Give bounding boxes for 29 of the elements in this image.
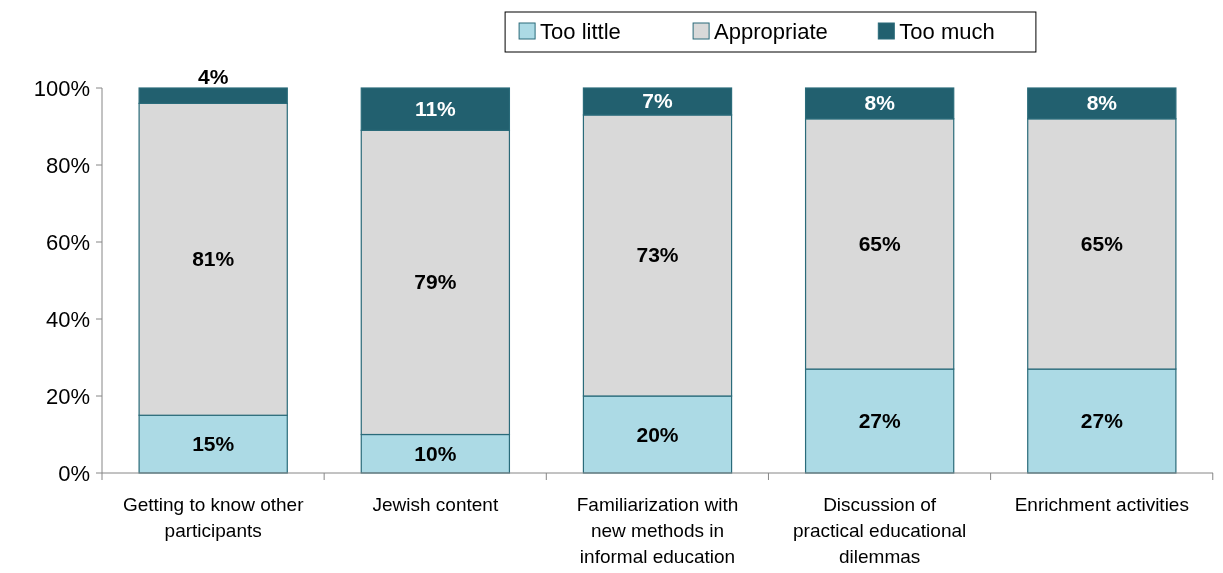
data-label: 27% bbox=[1080, 409, 1124, 433]
data-label: 73% bbox=[636, 243, 679, 267]
y-tick-label: 20% bbox=[45, 384, 90, 409]
y-tick-label: 60% bbox=[45, 230, 90, 255]
x-tick-label: Familiarization with new methods in informal education bbox=[576, 494, 739, 567]
data-label: 65% bbox=[858, 231, 901, 255]
x-tick-label: Jewish content bbox=[372, 494, 499, 515]
data-label: 11% bbox=[414, 97, 457, 121]
data-label: 81% bbox=[192, 247, 235, 271]
data-label: 10% bbox=[414, 441, 457, 465]
legend-label: Too much bbox=[899, 19, 995, 44]
legend-label: Appropriate bbox=[714, 19, 828, 44]
data-label: 65% bbox=[1080, 231, 1124, 255]
data-label: 8% bbox=[864, 91, 896, 115]
data-label: 20% bbox=[636, 422, 679, 446]
data-label: 8% bbox=[1086, 91, 1118, 115]
y-tick-label: 100% bbox=[33, 76, 90, 101]
data-label: 15% bbox=[192, 432, 235, 456]
data-label: 27% bbox=[858, 409, 901, 433]
x-tick-label: Enrichment activities bbox=[1014, 494, 1189, 515]
data-label: 7% bbox=[642, 89, 673, 113]
x-tick-label: Discussion of practical educational dilemmas bbox=[793, 494, 967, 567]
data-label: 4% bbox=[198, 65, 229, 88]
data-label: 79% bbox=[414, 270, 457, 294]
x-tick-label: Getting to know other participants bbox=[122, 494, 305, 541]
legend-label: Too little bbox=[540, 19, 621, 44]
y-tick-label: 0% bbox=[58, 461, 90, 486]
y-tick-label: 40% bbox=[45, 307, 90, 332]
y-tick-label: 80% bbox=[45, 153, 90, 178]
